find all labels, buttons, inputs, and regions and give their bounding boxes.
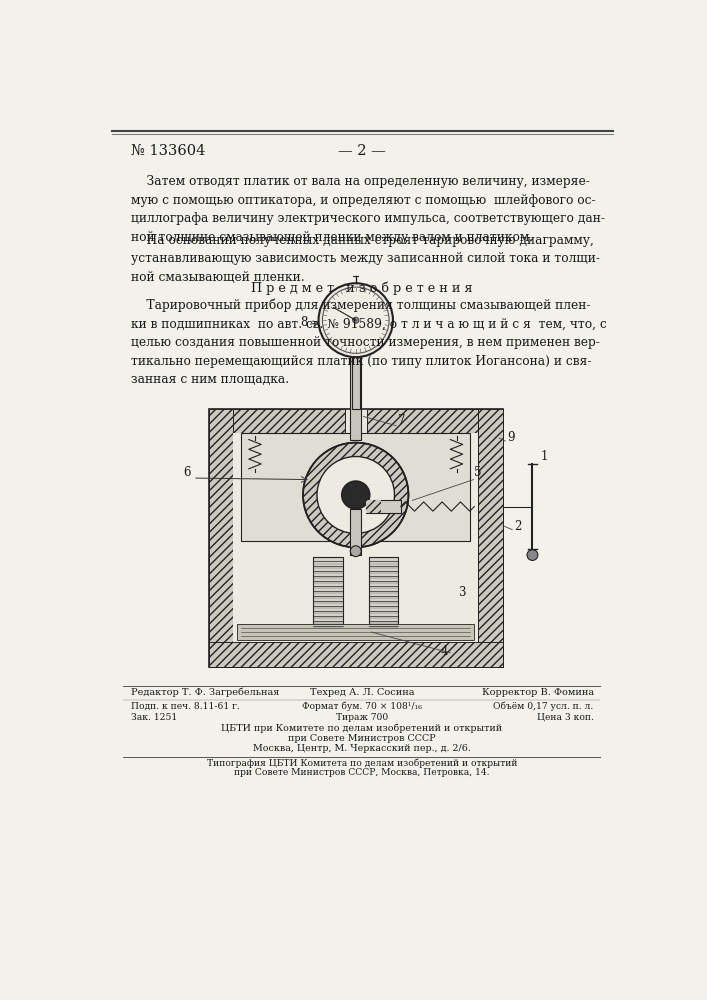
Text: Тираж 700: Тираж 700 xyxy=(336,713,388,722)
Text: 9: 9 xyxy=(507,431,515,444)
Text: Техред А. Л. Сосина: Техред А. Л. Сосина xyxy=(310,688,414,697)
Text: ЦБТИ при Комитете по делам изобретений и открытий: ЦБТИ при Комитете по делам изобретений и… xyxy=(221,723,503,733)
Circle shape xyxy=(353,317,359,323)
Circle shape xyxy=(322,287,389,353)
Bar xyxy=(366,500,401,513)
Text: 1: 1 xyxy=(540,450,548,463)
Text: № 133604: № 133604 xyxy=(131,144,205,158)
Bar xyxy=(367,409,478,433)
Text: Тарировочный прибор для измерения толщины смазывающей плен-
ки в подшипниках  по: Тарировочный прибор для измерения толщин… xyxy=(131,299,607,386)
Text: П р е д м е т   и з о б р е т е н и я: П р е д м е т и з о б р е т е н и я xyxy=(251,282,473,295)
Circle shape xyxy=(351,546,361,557)
Bar xyxy=(478,409,503,667)
Text: Цена 3 коп.: Цена 3 коп. xyxy=(537,713,594,722)
Circle shape xyxy=(341,481,370,509)
Bar xyxy=(367,409,478,433)
Circle shape xyxy=(317,456,395,533)
Bar xyxy=(209,409,503,667)
Text: 2: 2 xyxy=(515,520,522,533)
Text: Корректор В. Фомина: Корректор В. Фомина xyxy=(481,688,594,697)
Text: 5: 5 xyxy=(474,466,481,479)
Bar xyxy=(369,557,398,634)
Circle shape xyxy=(303,443,409,547)
Bar xyxy=(352,357,360,409)
Text: Типография ЦБТИ Комитета по делам изобретений и открытий: Типография ЦБТИ Комитета по делам изобре… xyxy=(206,759,518,768)
Text: Подп. к печ. 8.11-61 г.: Подп. к печ. 8.11-61 г. xyxy=(131,702,240,711)
Bar xyxy=(241,433,470,541)
Bar xyxy=(209,642,503,667)
Text: — 2 —: — 2 — xyxy=(338,144,386,158)
Bar xyxy=(351,356,361,440)
Circle shape xyxy=(527,550,538,560)
Text: Затем отводят платик от вала на определенную величину, измеряе-
мую с помощью оп: Затем отводят платик от вала на определе… xyxy=(131,175,605,244)
Bar xyxy=(233,409,345,433)
Circle shape xyxy=(319,283,393,357)
Text: Формат бум. 70 × 108¹/₁₆: Формат бум. 70 × 108¹/₁₆ xyxy=(302,702,422,711)
Bar xyxy=(351,509,361,555)
Text: 4: 4 xyxy=(441,645,448,658)
Bar xyxy=(366,500,381,513)
Text: 6: 6 xyxy=(184,466,191,479)
Bar xyxy=(209,642,503,667)
Text: Объём 0,17 усл. п. л.: Объём 0,17 усл. п. л. xyxy=(493,702,594,711)
Bar xyxy=(209,409,233,667)
Bar xyxy=(209,409,233,667)
Bar xyxy=(478,409,503,667)
Bar xyxy=(237,624,474,640)
Text: 3: 3 xyxy=(458,586,465,599)
Text: при Совете Министров СССР: при Совете Министров СССР xyxy=(288,734,436,743)
Text: Москва, Центр, М. Черкасский пер., д. 2/6.: Москва, Центр, М. Черкасский пер., д. 2/… xyxy=(253,744,471,753)
Bar xyxy=(233,409,345,433)
Text: На основании полученных данных строят тарировочную диаграмму,
устанавливающую за: На основании полученных данных строят та… xyxy=(131,234,600,284)
Bar xyxy=(233,433,478,642)
Text: 7: 7 xyxy=(398,414,406,427)
Text: 8: 8 xyxy=(300,316,308,329)
Bar xyxy=(313,557,343,634)
Text: Редактор Т. Ф. Загребельная: Редактор Т. Ф. Загребельная xyxy=(131,688,279,697)
Text: при Совете Министров СССР, Москва, Петровка, 14.: при Совете Министров СССР, Москва, Петро… xyxy=(234,768,490,777)
Text: Зак. 1251: Зак. 1251 xyxy=(131,713,177,722)
